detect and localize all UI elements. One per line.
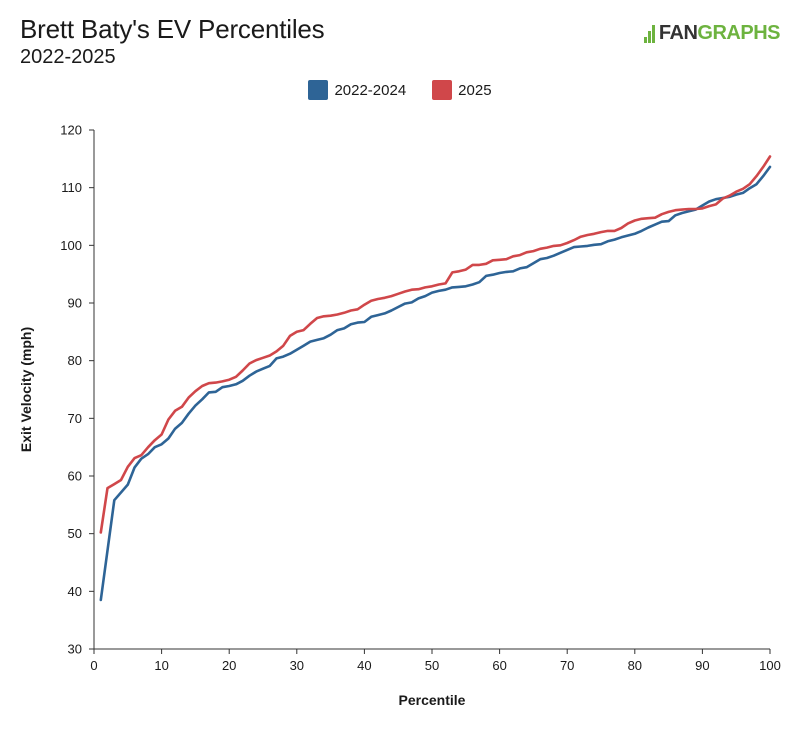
x-tick-label: 50 <box>425 658 439 673</box>
legend-item-2022-2024[interactable]: 2022-2024 <box>308 80 406 100</box>
logo-fan-text: FAN <box>658 21 698 44</box>
y-tick-label: 50 <box>68 526 82 541</box>
y-axis-title: Exit Velocity (mph) <box>18 327 34 452</box>
y-tick-label: 70 <box>68 411 82 426</box>
y-tick-label: 80 <box>68 353 82 368</box>
y-tick-label: 40 <box>68 584 82 599</box>
y-tick-label: 120 <box>60 123 82 138</box>
legend-label-2025: 2025 <box>458 81 492 99</box>
axes: 30 40 50 60 70 80 90 100 110 120 0 10 20 30 40 50 60 70 80… <box>60 123 781 674</box>
x-tick-label: 20 <box>222 658 236 673</box>
y-tick-label: 100 <box>60 238 82 253</box>
x-tick-label: 40 <box>357 658 371 673</box>
legend: 2022-2024 2025 <box>0 80 800 100</box>
y-tick-label: 90 <box>68 296 82 311</box>
series-line-2022-2024[interactable] <box>99 165 772 602</box>
x-tick-label: 30 <box>290 658 304 673</box>
logo-graphs-text: GRAPHS <box>697 21 780 44</box>
chart-subtitle: 2022-2025 <box>20 46 116 68</box>
y-tick-label: 110 <box>61 180 82 195</box>
bars-icon <box>643 23 656 43</box>
x-axis-title: Percentile <box>399 692 466 708</box>
x-tick-label: 10 <box>154 658 168 673</box>
series-lines <box>99 155 772 602</box>
legend-swatch-2025 <box>432 80 453 100</box>
x-tick-label: 60 <box>492 658 506 673</box>
legend-label-2022-2024: 2022-2024 <box>334 81 407 99</box>
x-tick-label: 70 <box>560 658 574 673</box>
chart-title: Brett Baty's EV Percentiles <box>20 14 325 44</box>
x-tick-label: 0 <box>90 658 97 673</box>
y-tick-label: 60 <box>68 469 82 484</box>
x-tick-label: 90 <box>695 658 709 673</box>
legend-swatch-2022-2024 <box>308 80 329 100</box>
x-tick-label: 80 <box>628 658 642 673</box>
y-tick-label: 30 <box>68 642 82 657</box>
series-line-2025[interactable] <box>99 155 772 534</box>
legend-item-2025[interactable]: 2025 <box>432 80 492 100</box>
fangraphs-logo: FAN GRAPHS <box>643 20 780 46</box>
x-tick-label: 100 <box>759 658 781 673</box>
